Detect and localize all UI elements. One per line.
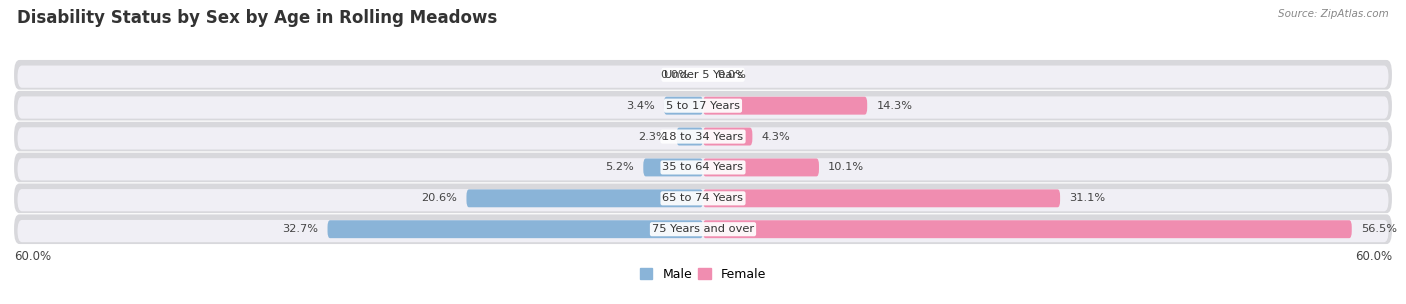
FancyBboxPatch shape — [328, 220, 703, 238]
Text: 60.0%: 60.0% — [1355, 250, 1392, 263]
FancyBboxPatch shape — [17, 66, 1389, 88]
FancyBboxPatch shape — [17, 96, 1389, 119]
FancyBboxPatch shape — [17, 189, 1389, 211]
FancyBboxPatch shape — [676, 128, 703, 146]
FancyBboxPatch shape — [703, 128, 752, 146]
FancyBboxPatch shape — [14, 60, 1392, 90]
FancyBboxPatch shape — [703, 189, 1060, 207]
Text: 14.3%: 14.3% — [876, 101, 912, 111]
Text: 75 Years and over: 75 Years and over — [652, 224, 754, 234]
Text: 60.0%: 60.0% — [14, 250, 51, 263]
FancyBboxPatch shape — [14, 122, 1392, 151]
FancyBboxPatch shape — [14, 153, 1392, 182]
Text: 31.1%: 31.1% — [1070, 193, 1105, 203]
FancyBboxPatch shape — [664, 97, 703, 115]
Text: 32.7%: 32.7% — [283, 224, 318, 234]
FancyBboxPatch shape — [14, 214, 1392, 244]
Text: Disability Status by Sex by Age in Rolling Meadows: Disability Status by Sex by Age in Rolli… — [17, 9, 498, 27]
FancyBboxPatch shape — [17, 158, 1389, 180]
Text: 4.3%: 4.3% — [762, 132, 790, 142]
Text: 5.2%: 5.2% — [606, 162, 634, 172]
Text: 18 to 34 Years: 18 to 34 Years — [662, 132, 744, 142]
Text: 3.4%: 3.4% — [626, 101, 655, 111]
Text: Under 5 Years: Under 5 Years — [664, 70, 742, 80]
FancyBboxPatch shape — [644, 158, 703, 176]
Text: 0.0%: 0.0% — [717, 70, 745, 80]
Text: 0.0%: 0.0% — [661, 70, 689, 80]
Legend: Male, Female: Male, Female — [636, 263, 770, 286]
FancyBboxPatch shape — [14, 184, 1392, 213]
Text: 56.5%: 56.5% — [1361, 224, 1398, 234]
FancyBboxPatch shape — [14, 91, 1392, 120]
Text: 20.6%: 20.6% — [422, 193, 457, 203]
FancyBboxPatch shape — [703, 220, 1351, 238]
Text: 2.3%: 2.3% — [638, 132, 668, 142]
Text: 35 to 64 Years: 35 to 64 Years — [662, 162, 744, 172]
Text: 5 to 17 Years: 5 to 17 Years — [666, 101, 740, 111]
FancyBboxPatch shape — [17, 220, 1389, 242]
FancyBboxPatch shape — [703, 158, 818, 176]
FancyBboxPatch shape — [467, 189, 703, 207]
Text: 65 to 74 Years: 65 to 74 Years — [662, 193, 744, 203]
FancyBboxPatch shape — [703, 97, 868, 115]
Text: Source: ZipAtlas.com: Source: ZipAtlas.com — [1278, 9, 1389, 19]
FancyBboxPatch shape — [17, 127, 1389, 150]
Text: 10.1%: 10.1% — [828, 162, 865, 172]
